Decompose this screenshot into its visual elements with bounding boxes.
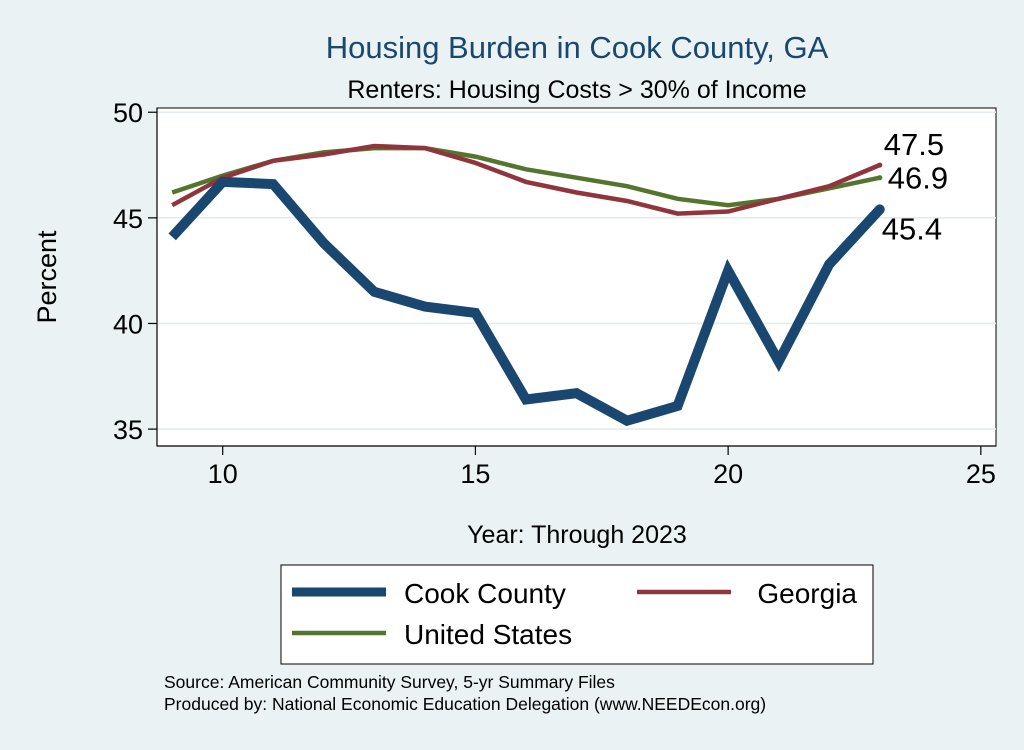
x-tick-label-20: 20 (713, 459, 743, 489)
legend-box (280, 564, 874, 665)
y-axis-title: Percent (32, 230, 62, 324)
x-tick-label-15: 15 (460, 459, 490, 489)
legend-label-georgia: Georgia (757, 578, 857, 609)
legend-label-cook-county: Cook County (404, 578, 566, 609)
x-tick-label-10: 10 (208, 459, 238, 489)
chart-subtitle: Renters: Housing Costs > 30% of Income (347, 76, 806, 104)
end-label-cook-county: 45.4 (882, 211, 942, 246)
x-tick-label-25: 25 (966, 459, 996, 489)
source-note: Source: American Community Survey, 5-yr … (164, 672, 615, 692)
series-lines (168, 143, 885, 427)
y-tick-label-50: 50 (113, 98, 143, 128)
legend: Cook County Georgia United States (280, 564, 874, 665)
y-tick-label-40: 40 (113, 309, 143, 339)
producer-note: Produced by: National Economic Education… (164, 694, 766, 714)
y-tick-label-45: 45 (113, 204, 143, 234)
chart-title: Housing Burden in Cook County, GA (326, 30, 829, 65)
end-labels: 45.4 47.546.9 (882, 127, 948, 246)
end-label-united-states: 46.9 (888, 161, 948, 196)
series-line-georgia (171, 143, 881, 216)
series-line-cook-county (168, 176, 884, 427)
series-endpoint-georgia (877, 162, 883, 168)
x-axis-title: Year: Through 2023 (467, 521, 687, 549)
legend-label-united-states: United States (404, 619, 572, 650)
series-endpoint-united-states (877, 175, 883, 181)
y-tick-label-35: 35 (113, 415, 143, 445)
end-label-georgia: 47.5 (884, 127, 944, 162)
series-endpoint-cook-county (874, 204, 885, 215)
axes: 35 40 45 50 10 15 20 25 (113, 98, 996, 489)
